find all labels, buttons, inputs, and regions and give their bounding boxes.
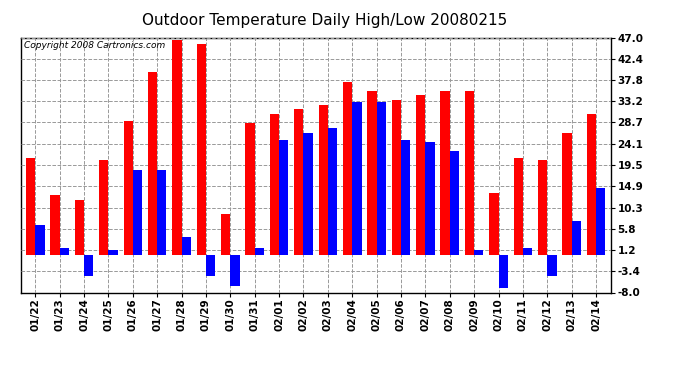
Bar: [498, 255, 508, 288]
Bar: [416, 96, 425, 255]
Text: Copyright 2008 Cartronics.com: Copyright 2008 Cartronics.com: [23, 41, 165, 50]
Bar: [60, 249, 69, 255]
Bar: [489, 193, 498, 255]
Bar: [50, 195, 60, 255]
Bar: [75, 200, 84, 255]
Bar: [523, 249, 532, 255]
Bar: [343, 81, 352, 255]
Bar: [270, 114, 279, 255]
Bar: [425, 142, 435, 255]
Bar: [465, 91, 474, 255]
Bar: [450, 151, 459, 255]
Bar: [547, 255, 557, 276]
Bar: [367, 91, 377, 255]
Bar: [255, 249, 264, 255]
Bar: [571, 220, 581, 255]
Bar: [124, 121, 133, 255]
Bar: [562, 132, 571, 255]
Bar: [26, 158, 35, 255]
Bar: [294, 110, 304, 255]
Text: Outdoor Temperature Daily High/Low 20080215: Outdoor Temperature Daily High/Low 20080…: [141, 13, 507, 28]
Bar: [304, 132, 313, 255]
Bar: [84, 255, 93, 276]
Bar: [99, 160, 108, 255]
Bar: [319, 105, 328, 255]
Bar: [279, 140, 288, 255]
Bar: [401, 140, 411, 255]
Bar: [108, 250, 118, 255]
Bar: [148, 72, 157, 255]
Bar: [586, 114, 596, 255]
Bar: [474, 250, 484, 255]
Bar: [172, 40, 181, 255]
Bar: [221, 214, 230, 255]
Bar: [35, 225, 45, 255]
Bar: [513, 158, 523, 255]
Bar: [538, 160, 547, 255]
Bar: [392, 100, 401, 255]
Bar: [197, 45, 206, 255]
Bar: [181, 237, 191, 255]
Bar: [246, 123, 255, 255]
Bar: [352, 102, 362, 255]
Bar: [440, 91, 450, 255]
Bar: [157, 170, 166, 255]
Bar: [377, 102, 386, 255]
Bar: [328, 128, 337, 255]
Bar: [206, 255, 215, 276]
Bar: [230, 255, 239, 285]
Bar: [596, 188, 605, 255]
Bar: [133, 170, 142, 255]
